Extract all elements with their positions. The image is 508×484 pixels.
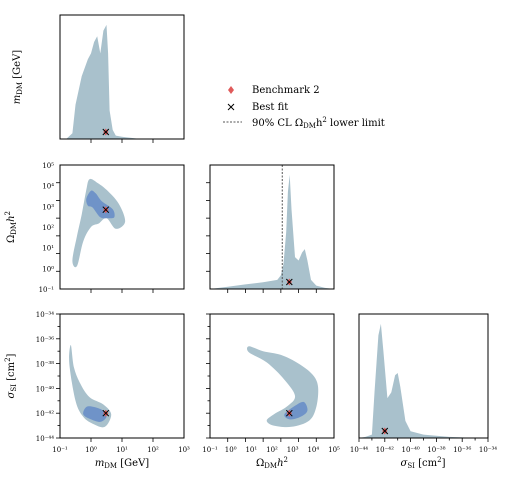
- contour-outer-sigma-vs-omega: [246, 346, 319, 428]
- tick-label: 10⁻³⁸: [36, 361, 54, 369]
- marginal-sigma: [359, 323, 476, 438]
- y-ticks: [56, 182, 60, 272]
- tick-label: 10⁻⁴⁴: [350, 446, 368, 454]
- ylabel-m-dm: mDM [GeV]: [12, 50, 24, 104]
- tick-label: 10⁻¹: [202, 446, 218, 454]
- tick-label: 10⁻⁴⁰: [36, 385, 54, 393]
- panel-sigma-vs-m-dm: [59, 313, 185, 439]
- tick-label: 10³: [178, 446, 190, 454]
- tick-label: 10⁻¹: [52, 446, 68, 454]
- tick-label: 10⁻⁴⁰: [401, 446, 419, 454]
- x-ticks: [227, 289, 317, 293]
- marginal-omega: [210, 174, 334, 289]
- tick-label: 10²: [147, 446, 159, 454]
- tick-label: 10¹: [42, 245, 54, 253]
- legend-label-best-fit: Best fit: [252, 102, 288, 113]
- best-fit-marker: [285, 409, 293, 417]
- best-fit-marker: [381, 427, 389, 435]
- contour-outer-omega-vs-m-dm: [72, 178, 126, 268]
- x-tick-labels-m-dm: 10⁻¹ 10⁰ 10¹ 10² 10³: [52, 446, 190, 454]
- tick-label: 10⁵: [42, 162, 54, 170]
- tick-label: 10⁰: [225, 446, 237, 454]
- tick-label: 10⁴: [307, 446, 319, 454]
- tick-label: 10²: [42, 224, 54, 232]
- contour-outer-sigma-vs-m-dm: [69, 344, 112, 428]
- tick-label: 10¹: [116, 446, 128, 454]
- tick-label: 10⁻³⁸: [427, 446, 445, 454]
- tick-label: 10⁻⁴⁴: [36, 435, 54, 443]
- tick-label: 10⁻¹: [39, 286, 55, 294]
- panel-omega: [209, 164, 335, 290]
- xlabel-omega: ΩDMh2: [256, 456, 288, 470]
- tick-label: 10⁻³⁶: [453, 446, 471, 454]
- tick-label: 10⁻³⁴: [36, 311, 54, 319]
- best-fit-marker: [285, 278, 293, 286]
- y-ticks: [206, 182, 210, 272]
- legend-diamond-icon: [228, 86, 234, 94]
- tick-label: 10⁰: [85, 446, 97, 454]
- x-tick-labels-omega: 10⁻¹ 10⁰ 10¹ 10² 10³ 10⁴ 10⁵: [202, 446, 340, 454]
- panel-omega-vs-m-dm: [59, 164, 185, 290]
- x-tick-labels-sigma: 10⁻⁴⁴ 10⁻⁴² 10⁻⁴⁰ 10⁻³⁸ 10⁻³⁶ 10⁻³⁴: [350, 446, 497, 454]
- y-tick-labels-omega: 10⁻¹ 10⁰ 10¹ 10² 10³ 10⁴ 10⁵: [39, 162, 55, 294]
- tick-label: 10⁴: [42, 183, 54, 191]
- x-ticks: [90, 139, 154, 143]
- y-ticks: [206, 313, 210, 439]
- best-fit-marker: [102, 409, 110, 417]
- tick-label: 10⁰: [42, 265, 54, 273]
- x-ticks: [90, 289, 154, 293]
- legend: Benchmark 2 Best fit 90% CL ΩDMh2 lower …: [223, 85, 385, 130]
- marginal-m-dm: [66, 24, 141, 139]
- ylabel-sigma: σSI [cm2]: [4, 353, 18, 398]
- tick-label: 10⁵: [328, 446, 340, 454]
- x-ticks: [358, 438, 489, 442]
- tick-label: 10⁻⁴²: [36, 410, 54, 418]
- tick-label: 10³: [42, 203, 54, 211]
- tick-label: 10⁻⁴²: [376, 446, 394, 454]
- legend-x-icon: [227, 103, 235, 111]
- best-fit-marker: [102, 128, 110, 136]
- tick-label: 10²: [266, 446, 278, 454]
- xlabel-m-dm: mDM [GeV]: [95, 458, 149, 470]
- x-ticks: [90, 438, 154, 442]
- tick-label: 10⁻³⁶: [36, 336, 54, 344]
- y-ticks: [56, 313, 60, 439]
- tick-label: 10³: [287, 446, 299, 454]
- x-ticks: [227, 438, 317, 442]
- xlabel-sigma: σSI [cm2]: [401, 456, 446, 470]
- tick-label: 10¹: [245, 446, 257, 454]
- legend-label-limit: 90% CL ΩDMh2 lower limit: [252, 116, 385, 130]
- ylabel-omega: ΩDMh2: [4, 211, 18, 243]
- contour-inner-sigma-vs-m-dm: [83, 406, 107, 422]
- legend-label-benchmark: Benchmark 2: [252, 85, 320, 96]
- y-tick-labels-sigma: 10⁻⁴⁴ 10⁻⁴² 10⁻⁴⁰ 10⁻³⁸ 10⁻³⁶ 10⁻³⁴: [36, 311, 54, 443]
- best-fit-marker: [102, 206, 110, 214]
- tick-label: 10⁻³⁴: [479, 446, 497, 454]
